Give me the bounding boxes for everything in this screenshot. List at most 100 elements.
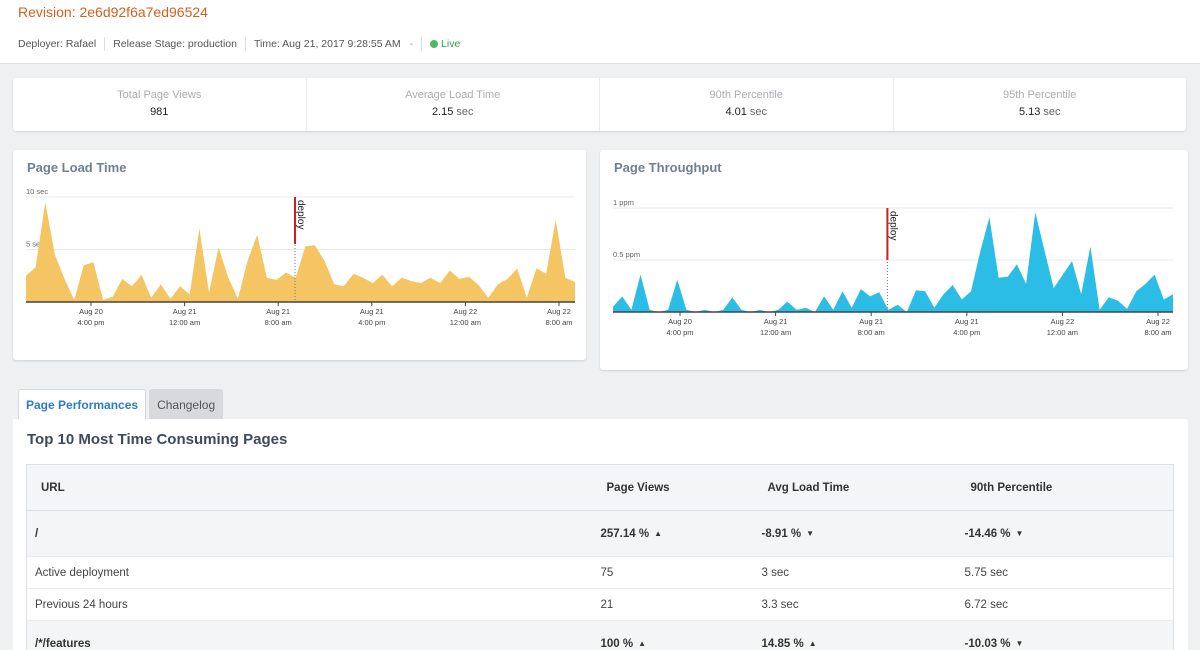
table-row-group[interactable]: /*/features 100 % ▲ 14.85 % ▲ -10.03 % ▼: [26, 620, 1174, 650]
table-cell: -14.46 % ▼: [956, 510, 1174, 557]
x-tick-label: Aug 21: [360, 307, 384, 316]
trend-down-icon: ▼: [1015, 528, 1024, 538]
stat-value: 981: [13, 106, 306, 118]
column-header-90th-percentile[interactable]: 90th Percentile: [956, 464, 1174, 511]
column-header-url[interactable]: URL: [26, 464, 593, 511]
cell-text: Active deployment: [35, 566, 129, 579]
stat-number: 5.13: [1018, 106, 1041, 118]
deploy-label: deploy: [887, 211, 898, 240]
table-row: Active deployment 75 3 sec 5.75 sec: [26, 556, 1174, 589]
table-cell: /: [26, 510, 593, 557]
live-status: Live: [430, 38, 460, 50]
divider: [244, 37, 246, 51]
stat-value: 4.01 sec: [600, 106, 893, 118]
stat-value: 2.15 sec: [307, 106, 600, 118]
x-tick-sublabel: 4:00 pm: [77, 318, 104, 327]
deploy-label: deploy: [295, 200, 306, 229]
table-cell: 5.75 sec: [956, 556, 1174, 589]
deploy-time-label: Time: Aug 21, 2017 9:28:55 AM: [253, 38, 401, 50]
cell-text: Previous 24 hours: [35, 598, 128, 611]
page-throughput-chart: 1 ppm 0.5 ppm deploy Aug 20 4:00 pm Aug 21 12:…: [613, 198, 1173, 337]
trend-down-icon: ▼: [1015, 638, 1024, 648]
cell-text: 100 %: [600, 637, 634, 650]
revision-meta: Deployer: Rafael Release Stage: producti…: [18, 37, 460, 51]
column-header-page-views[interactable]: Page Views: [592, 464, 754, 511]
page-load-time-chart: 10 sec 5 sec deploy Aug 20 4:00 pm Aug 21 12:0…: [26, 187, 575, 327]
revision-header: Revision: 2e6d92f6a7ed96524 Deployer: Ra…: [0, 0, 1200, 64]
x-tick-label: Aug 21: [173, 307, 197, 316]
time-dash: -: [409, 38, 414, 50]
page-load-time-card: Page Load Time 10 sec 5 sec deploy Aug 20 4:…: [13, 150, 586, 360]
x-tick-sublabel: 12:00 am: [169, 318, 200, 327]
x-tick-label: Aug 21: [764, 317, 788, 326]
cell-text: /: [35, 527, 39, 540]
summary-stats: Total Page Views 981 Average Load Time 2…: [13, 78, 1186, 131]
x-tick-label: Aug 22: [1051, 317, 1075, 326]
x-tick-sublabel: 12:00 am: [1047, 328, 1078, 337]
table-cell: Previous 24 hours: [26, 588, 593, 621]
live-status-label: Live: [441, 38, 461, 50]
live-dot-icon: [430, 40, 439, 48]
x-tick-sublabel: 4:00 pm: [358, 318, 385, 327]
cell-text: /*/features: [35, 637, 91, 650]
tab-bar: Page Performances Changelog: [18, 389, 226, 420]
tab-changelog[interactable]: Changelog: [149, 389, 224, 419]
stat-number: 2.15: [431, 106, 454, 118]
cell-text: 5.75 sec: [964, 566, 1008, 579]
page-performances-panel: Top 10 Most Time Consuming Pages URL Pag…: [13, 419, 1188, 650]
x-tick-label: Aug 22: [454, 307, 478, 316]
table-header-row: URL Page Views Avg Load Time 90th Percen…: [26, 464, 1174, 511]
stat-number: 981: [150, 106, 169, 118]
x-tick-sublabel: 8:00 am: [265, 318, 292, 327]
cell-text: 6.72 sec: [964, 598, 1008, 611]
column-header-avg-load-time[interactable]: Avg Load Time: [753, 464, 957, 511]
table-row: Previous 24 hours 21 3.3 sec 6.72 sec: [26, 588, 1174, 621]
trend-down-icon: ▼: [806, 528, 815, 538]
x-tick-label: Aug 22: [547, 307, 571, 316]
cell-text: -8.91 %: [761, 527, 802, 540]
page-throughput-card: Page Throughput 1 ppm 0.5 ppm deploy Aug 20…: [600, 150, 1188, 370]
cell-text: 75: [600, 566, 614, 579]
stat-unit: sec: [456, 106, 474, 118]
trend-up-icon: ▲: [808, 638, 817, 648]
y-tick-label: 0.5 ppm: [613, 250, 640, 259]
divider: [104, 37, 106, 51]
revision-title: Revision: 2e6d92f6a7ed96524: [18, 4, 208, 20]
table-cell: Active deployment: [26, 556, 593, 589]
cell-text: -10.03 %: [964, 637, 1011, 650]
cell-text: 21: [600, 598, 614, 611]
y-tick-label: 10 sec: [26, 187, 48, 196]
x-tick-sublabel: 8:00 am: [1144, 328, 1171, 337]
deployer-label: Deployer: Rafael: [18, 38, 97, 50]
y-tick-label: 1 ppm: [613, 198, 634, 207]
x-tick-label: Aug 21: [955, 317, 979, 326]
release-stage-label: Release Stage: production: [113, 38, 237, 50]
series-area: [613, 212, 1173, 312]
x-tick-label: Aug 20: [668, 317, 692, 326]
table-cell: 100 % ▲: [592, 620, 754, 650]
x-tick-label: Aug 21: [859, 317, 883, 326]
divider: [421, 37, 423, 51]
table-cell: /*/features: [26, 620, 593, 650]
stat-total-page-views: Total Page Views 981: [13, 78, 307, 131]
cell-text: 257.14 %: [600, 527, 650, 540]
table-cell: -8.91 % ▼: [753, 510, 957, 557]
pages-table: URL Page Views Avg Load Time 90th Percen…: [26, 464, 1174, 650]
x-tick-sublabel: 4:00 pm: [666, 328, 693, 337]
stat-label: 95th Percentile: [1003, 89, 1077, 101]
panel-title: Top 10 Most Time Consuming Pages: [27, 431, 288, 448]
series-area: [26, 202, 575, 302]
table-cell: 3 sec: [753, 556, 957, 589]
x-tick-sublabel: 8:00 am: [858, 328, 885, 337]
tab-page-performances[interactable]: Page Performances: [18, 389, 147, 420]
x-tick-label: Aug 22: [1146, 317, 1170, 326]
table-cell: -10.03 % ▼: [956, 620, 1174, 650]
trend-up-icon: ▲: [654, 528, 663, 538]
stat-label: Average Load Time: [405, 89, 501, 101]
x-tick-sublabel: 4:00 pm: [953, 328, 980, 337]
cell-text: 3 sec: [761, 566, 790, 579]
chart-title: Page Load Time: [27, 160, 127, 175]
table-row-group[interactable]: / 257.14 % ▲ -8.91 % ▼ -14.46 % ▼: [26, 510, 1174, 557]
chart-title: Page Throughput: [614, 160, 722, 175]
x-tick-sublabel: 12:00 am: [450, 318, 481, 327]
